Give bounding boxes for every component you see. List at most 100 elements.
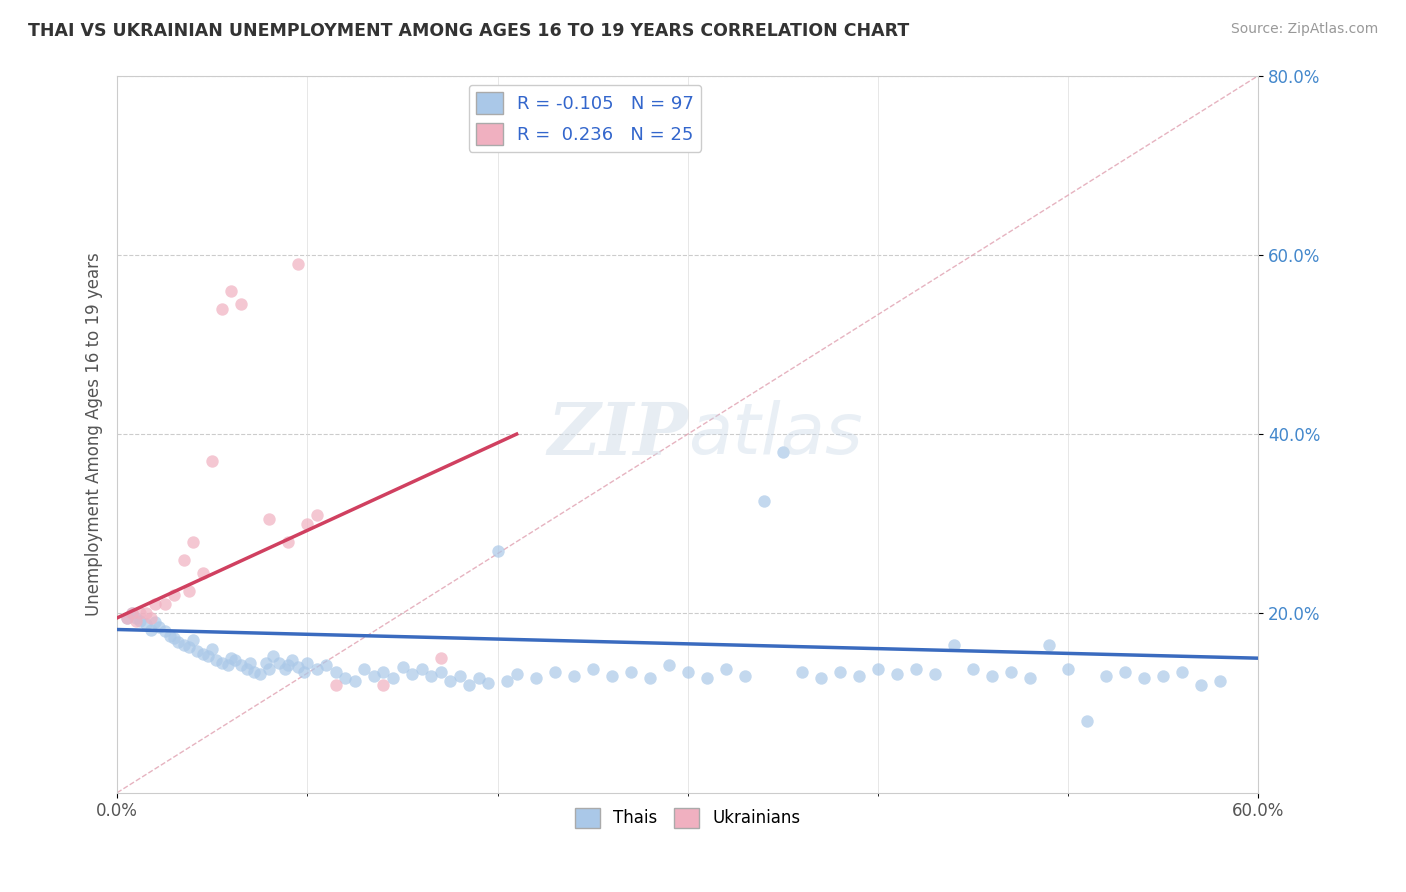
Point [363,669,385,683]
Legend: Thais, Ukrainians: Thais, Ukrainians [568,801,807,835]
Point [828,665,851,679]
Point [221,651,243,665]
Point [315,658,337,673]
Point [467,671,489,685]
Point [505,667,527,681]
Point [420,669,443,683]
Point [335,671,357,685]
Point [129,614,152,628]
Point [373,678,395,692]
Point [429,651,451,665]
Point [205,653,228,667]
Point [201,642,224,657]
Point [297,656,319,670]
Point [477,676,499,690]
Point [277,534,299,549]
Point [752,494,775,508]
Point [325,678,347,692]
Point [163,632,186,646]
Point [121,607,143,621]
Point [235,662,257,676]
Point [943,638,966,652]
Point [1000,665,1022,679]
Point [449,669,471,683]
Point [868,662,890,676]
Point [496,673,519,688]
Point [277,658,299,673]
Point [125,614,148,628]
Point [143,615,166,630]
Point [249,667,271,681]
Point [1189,678,1212,692]
Point [458,678,481,692]
Point [790,665,813,679]
Point [1019,671,1042,685]
Point [221,284,243,298]
Point [262,649,284,664]
Point [582,662,605,676]
Point [129,607,152,621]
Point [382,671,405,685]
Point [848,669,870,683]
Text: atlas: atlas [688,400,862,468]
Point [186,644,208,658]
Point [305,508,328,522]
Point [676,665,699,679]
Text: THAI VS UKRAINIAN UNEMPLOYMENT AMONG AGES 16 TO 19 YEARS CORRELATION CHART: THAI VS UKRAINIAN UNEMPLOYMENT AMONG AGE… [28,22,910,40]
Point [259,662,281,676]
Point [905,662,928,676]
Point [211,301,233,316]
Y-axis label: Unemployment Among Ages 16 to 19 years: Unemployment Among Ages 16 to 19 years [86,252,103,616]
Point [191,647,214,661]
Point [544,665,567,679]
Point [1114,665,1136,679]
Point [524,671,547,685]
Point [620,665,643,679]
Text: Source: ZipAtlas.com: Source: ZipAtlas.com [1230,22,1378,37]
Point [292,665,315,679]
Point [696,671,718,685]
Point [1133,671,1156,685]
Point [343,673,366,688]
Point [305,662,328,676]
Point [191,566,214,580]
Point [243,665,266,679]
Point [254,656,277,670]
Point [287,660,309,674]
Point [179,640,201,655]
Point [1057,662,1080,676]
Point [439,673,461,688]
Point [148,620,170,634]
Point [153,624,176,639]
Point [962,662,984,676]
Point [173,552,195,566]
Point [115,611,138,625]
Point [153,598,176,612]
Point [181,633,204,648]
Point [181,534,204,549]
Point [179,584,201,599]
Point [297,516,319,531]
Point [217,658,239,673]
Point [1152,669,1174,683]
Point [401,667,423,681]
Point [638,671,661,685]
Text: ZIP: ZIP [547,399,688,469]
Point [600,669,623,683]
Point [229,297,252,311]
Point [143,598,166,612]
Point [197,649,219,664]
Point [429,665,451,679]
Point [173,638,195,652]
Point [1038,638,1060,652]
Point [159,629,181,643]
Point [125,611,148,625]
Point [121,607,143,621]
Point [1209,673,1232,688]
Point [115,611,138,625]
Point [1171,665,1194,679]
Point [163,589,186,603]
Point [391,660,413,674]
Point [267,656,290,670]
Point [714,662,737,676]
